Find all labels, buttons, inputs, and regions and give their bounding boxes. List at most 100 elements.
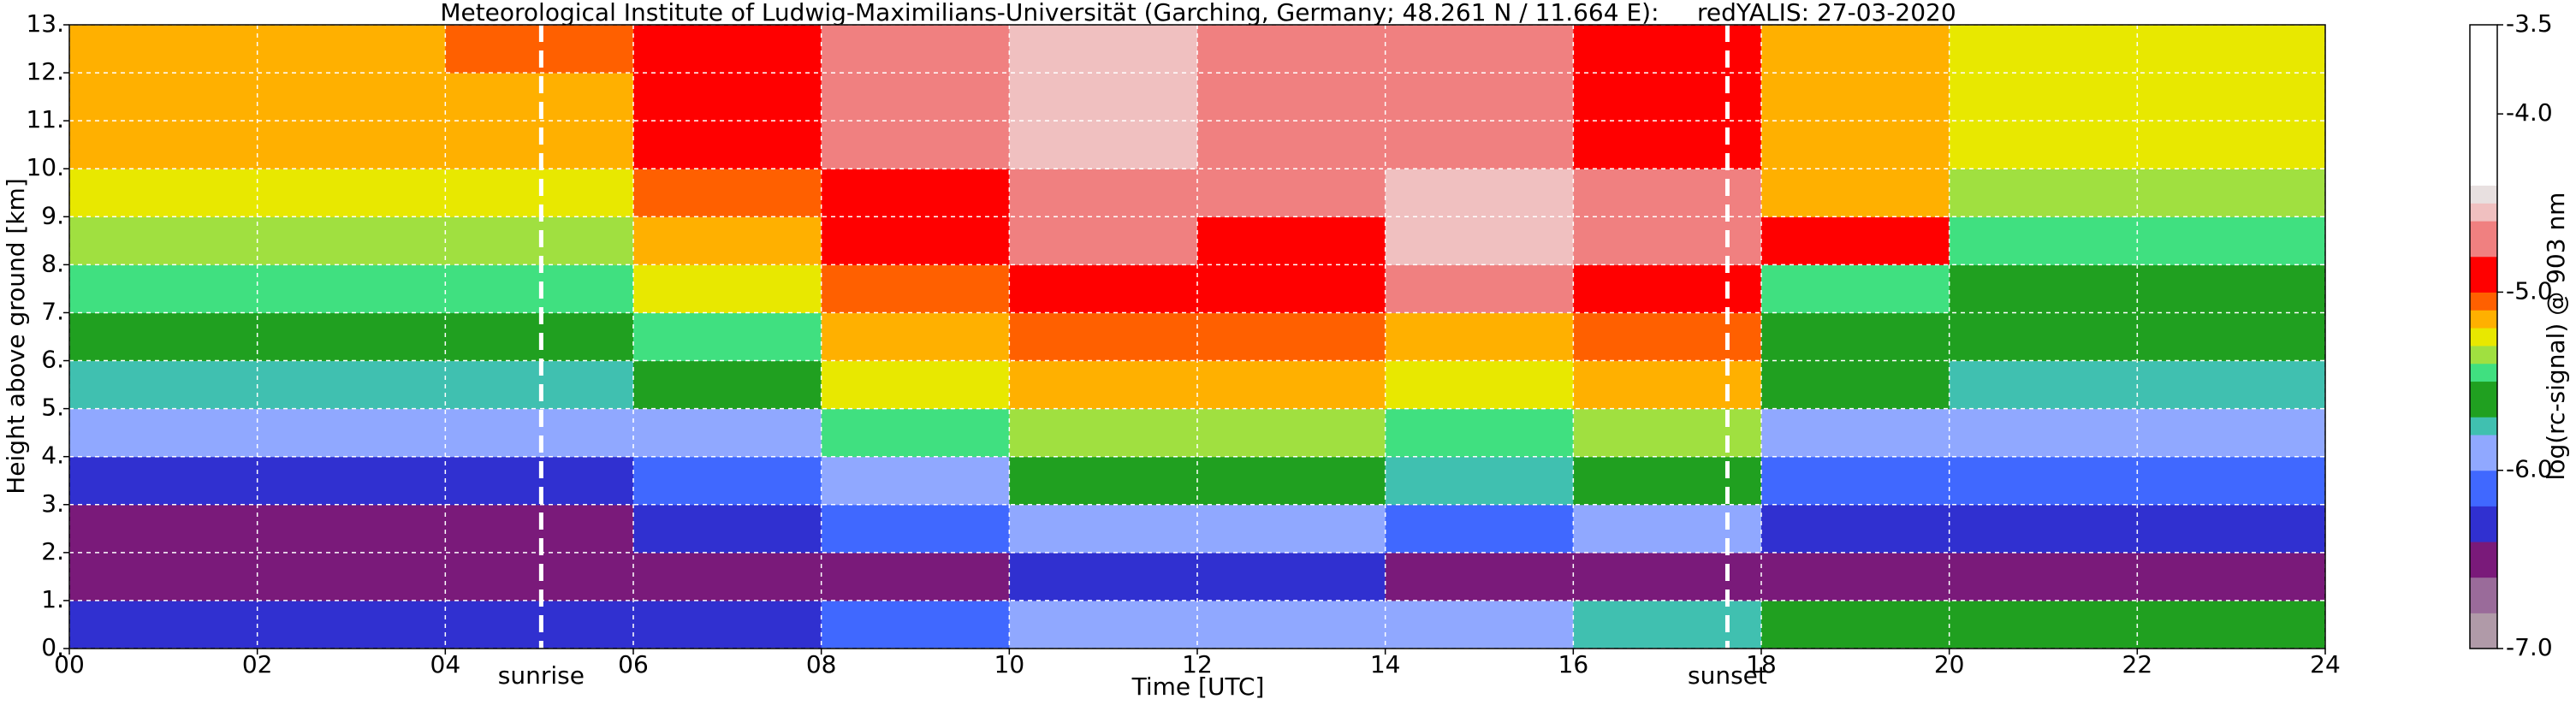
colorbar-frame [2469, 24, 2498, 649]
x-tick-label: 02 [242, 650, 273, 678]
heatmap-cell [821, 312, 1010, 362]
heatmap-cell [69, 408, 258, 458]
heatmap-cell [821, 264, 1010, 313]
heatmap-cell [1949, 73, 2138, 121]
y-tick-label: 8. [41, 249, 64, 277]
heatmap-cell [1761, 25, 1950, 74]
heatmap-cell [633, 360, 822, 410]
heatmap-cell [1573, 216, 1762, 265]
heatmap-cell [257, 169, 446, 217]
heatmap-cell [2137, 264, 2326, 313]
heatmap-cell [257, 312, 446, 362]
heatmap-cell [1197, 600, 1386, 649]
colorbar-segment [2470, 470, 2497, 507]
heatmap-cell [1573, 312, 1762, 362]
x-tick-label: 18 [1746, 650, 1777, 678]
heatmap-cell [1009, 216, 1198, 265]
heatmap-cell [1385, 552, 1574, 601]
x-tick-label: 22 [2122, 650, 2153, 678]
y-axis-label: Height above ground [km] [2, 178, 30, 495]
heatmap-cell [1009, 169, 1198, 217]
heatmap-cell [1009, 73, 1198, 121]
heatmap-cell [633, 25, 822, 74]
heatmap-cell [1009, 504, 1198, 554]
heatmap-cell [1573, 504, 1762, 554]
x-tick-label: 14 [1370, 650, 1401, 678]
heatmap-cell [1197, 216, 1386, 265]
x-tick-label: 24 [2310, 650, 2341, 678]
heatmap-cell [2137, 216, 2326, 265]
heatmap-cell [1009, 600, 1198, 649]
heatmap-cell [1385, 504, 1574, 554]
colorbar-segment [2470, 185, 2497, 204]
heatmap-cell [1761, 312, 1950, 362]
heatmap-cell [1949, 552, 2138, 601]
colorbar-segment [2470, 292, 2497, 311]
heatmap-cell [257, 552, 446, 601]
heatmap-cell [1949, 264, 2138, 313]
colorbar-segment [2470, 506, 2497, 542]
heatmap-cell [69, 169, 258, 217]
heatmap-cell [633, 121, 822, 169]
heatmap-cell [257, 408, 446, 458]
heatmap-cell [1197, 408, 1386, 458]
heatmap-cell [1949, 169, 2138, 217]
y-tick-label: 6. [41, 346, 64, 374]
y-tick-label: 2. [41, 537, 64, 566]
colorbar-segment [2470, 256, 2497, 293]
heatmap-cell [69, 504, 258, 554]
heatmap-cell [1385, 600, 1574, 649]
heatmap-cell [633, 73, 822, 121]
heatmap-cell [2137, 552, 2326, 601]
heatmap-cell [2137, 312, 2326, 362]
heatmap-cell [1197, 552, 1386, 601]
heatmap-cell [1573, 169, 1762, 217]
colorbar-segment [2470, 577, 2497, 613]
colorbar-segment [2470, 25, 2497, 186]
heatmap-cell [69, 600, 258, 649]
heatmap-cell [1197, 360, 1386, 410]
colorbar-tick-label: -5.0 [2506, 276, 2553, 305]
heatmap-cell [1573, 456, 1762, 506]
heatmap-cell [1573, 264, 1762, 313]
heatmap-cell [1949, 456, 2138, 506]
heatmap-cell [1761, 264, 1950, 313]
y-tick-label: 10. [26, 153, 64, 181]
heatmap-cell [1385, 456, 1574, 506]
x-axis-label: Time [UTC] [1131, 672, 1265, 701]
colorbar-segment [2470, 435, 2497, 471]
heatmap-cell [69, 456, 258, 506]
y-tick-label: 9. [41, 201, 64, 229]
y-tick-label: 13. [26, 9, 64, 38]
heatmap-cell [633, 264, 822, 313]
heatmap-cell [821, 169, 1010, 217]
heatmap-cell [69, 25, 258, 74]
heatmap-cell [1949, 25, 2138, 74]
heatmap-cell [633, 456, 822, 506]
colorbar-tick-label: -7.0 [2506, 633, 2553, 661]
heatmap-cell [257, 73, 446, 121]
heatmap-cell [1761, 552, 1950, 601]
heatmap-cell [1761, 121, 1950, 169]
colorbar-segment [2470, 345, 2497, 364]
heatmap-cell [1761, 73, 1950, 121]
heatmap-cell [1949, 600, 2138, 649]
heatmap-cell [1197, 121, 1386, 169]
heatmap-cell [1761, 456, 1950, 506]
heatmap-cell [821, 504, 1010, 554]
heatmap-cell [2137, 121, 2326, 169]
heatmap-cell [821, 408, 1010, 458]
heatmap-cell [257, 25, 446, 74]
heatmap-cell [1761, 360, 1950, 410]
colorbar-segment [2470, 310, 2497, 329]
heatmap-cell [1385, 360, 1574, 410]
heatmap-cell [2137, 25, 2326, 74]
plot-area [69, 25, 2326, 649]
heatmap-cell [1761, 216, 1950, 265]
heatmap-cell [633, 504, 822, 554]
heatmap-cell [2137, 169, 2326, 217]
heatmap-cell [69, 216, 258, 265]
heatmap-cell [821, 121, 1010, 169]
heatmap-cell [1573, 121, 1762, 169]
heatmap-cell [1761, 408, 1950, 458]
